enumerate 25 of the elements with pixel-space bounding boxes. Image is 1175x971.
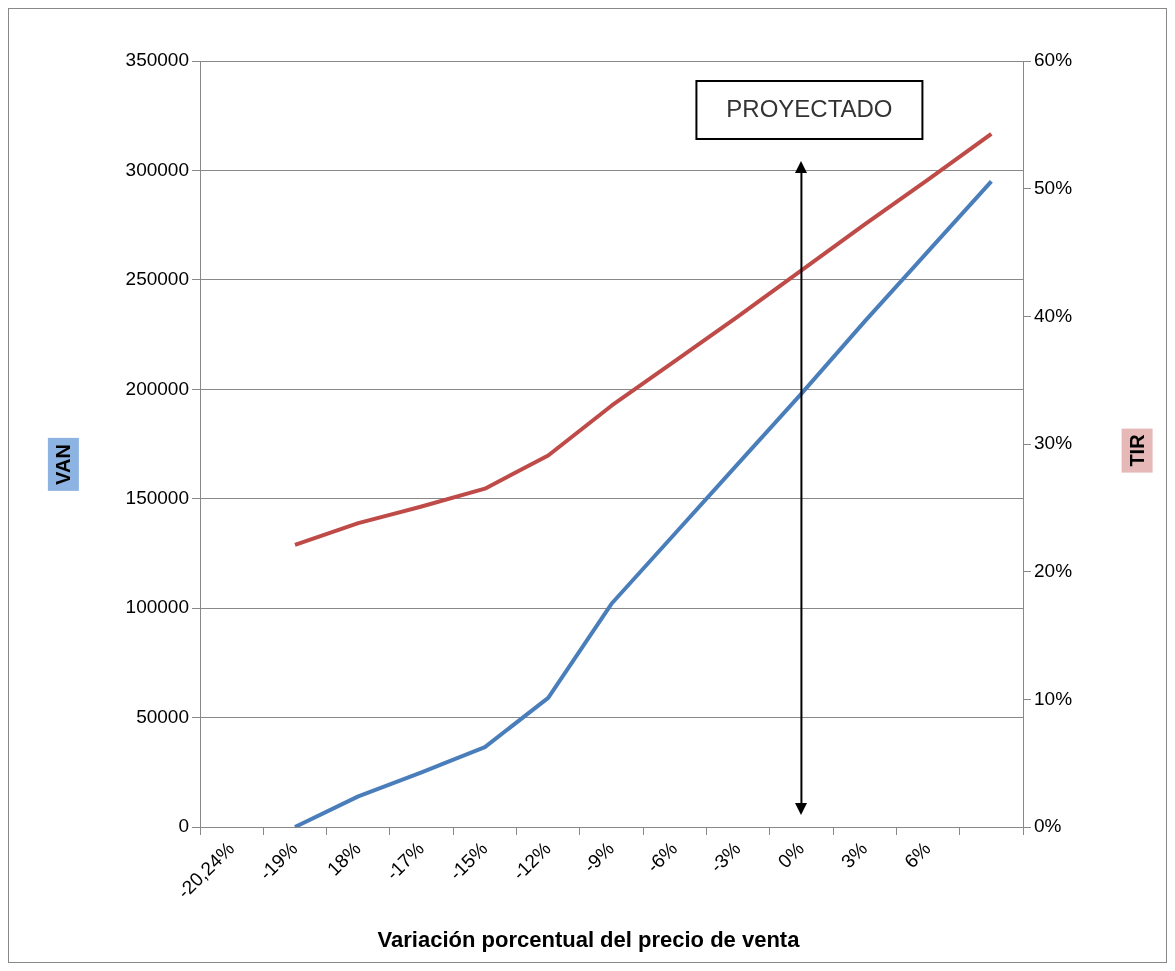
x-tick-label: 0% xyxy=(773,837,809,873)
ref-line-label: PROYECTADO xyxy=(726,94,893,122)
x-tick-label: -3% xyxy=(705,837,745,877)
y-tick-label: 50000 xyxy=(136,705,189,727)
y-tick-label: 100000 xyxy=(125,596,189,618)
y2-tick-label: 30% xyxy=(1034,432,1073,454)
y2-tick-label: 60% xyxy=(1034,49,1073,71)
y-tick-label: 300000 xyxy=(125,158,189,180)
x-tick-label: -6% xyxy=(642,837,682,877)
y2-tick-label: 20% xyxy=(1034,559,1073,581)
y-tick-label: 200000 xyxy=(125,377,189,399)
y2-tick-label: 0% xyxy=(1034,815,1062,837)
y-tick-label: 0 xyxy=(178,815,189,837)
x-tick-label: 3% xyxy=(836,837,872,873)
y2-tick-label: 40% xyxy=(1034,304,1073,326)
y2-tick-label: 50% xyxy=(1034,176,1073,198)
y-tick-label: 150000 xyxy=(125,486,189,508)
x-axis-title: Variación porcentual del precio de venta xyxy=(376,927,801,953)
y2-tick-label: 10% xyxy=(1034,687,1073,709)
y-tick-label: 250000 xyxy=(125,268,189,290)
x-tick-label: -9% xyxy=(579,837,619,877)
y-axis-title: VAN xyxy=(47,438,79,491)
x-tick-label: 6% xyxy=(900,837,935,873)
y2-axis-title: TIR xyxy=(1121,428,1153,473)
y-tick-label: 350000 xyxy=(125,49,189,71)
